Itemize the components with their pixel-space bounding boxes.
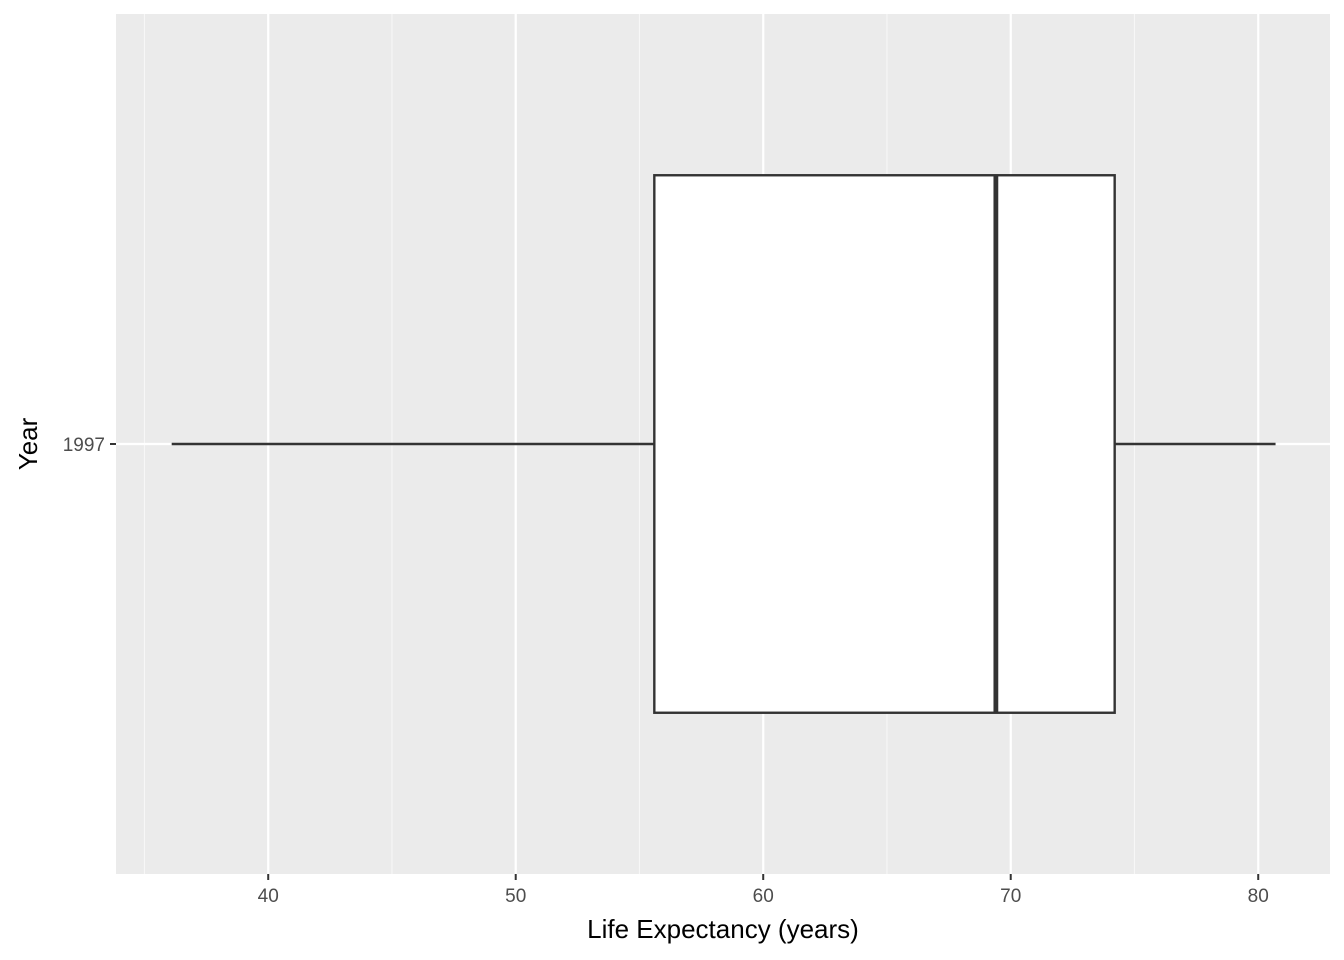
box-series: [171, 174, 1276, 714]
x-tick-label-60: 60: [753, 886, 774, 907]
x-tick-label-80: 80: [1248, 886, 1269, 907]
x-axis-ticks: 40 50 60 70 80: [258, 874, 1269, 907]
x-tick-label-40: 40: [258, 886, 279, 907]
x-tick-label-70: 70: [1000, 886, 1021, 907]
y-tick-label-1997: 1997: [63, 435, 105, 456]
interquartile-box: [653, 174, 1116, 714]
x-axis-title: Life Expectancy (years): [587, 914, 859, 944]
y-axis-ticks: 1997: [63, 435, 116, 456]
x-tick-label-50: 50: [505, 886, 526, 907]
y-axis-title: Year: [13, 417, 43, 470]
box-1997: [171, 174, 1276, 714]
